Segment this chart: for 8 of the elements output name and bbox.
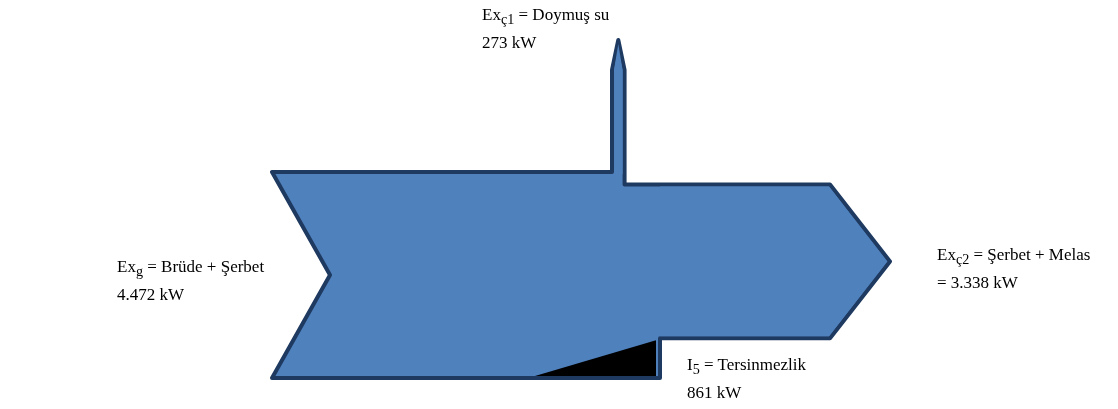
data-label: 273 kW xyxy=(482,32,538,55)
data-label: 4.472 kW xyxy=(117,284,186,307)
category-label: Ex$_{ç2}$ = Şerbet + Melas xyxy=(937,244,1091,270)
category-label: I$_{5}$ = Tersinmezlik xyxy=(687,354,807,380)
category-label: Ex$_{ç1}$ = Doymuş su xyxy=(482,4,610,30)
data-label: 861 kW xyxy=(687,382,743,405)
category-label: Ex$_{g}$ = Brüde + Şerbet xyxy=(117,256,265,282)
data-label: = 3.338 kW xyxy=(937,272,1019,295)
